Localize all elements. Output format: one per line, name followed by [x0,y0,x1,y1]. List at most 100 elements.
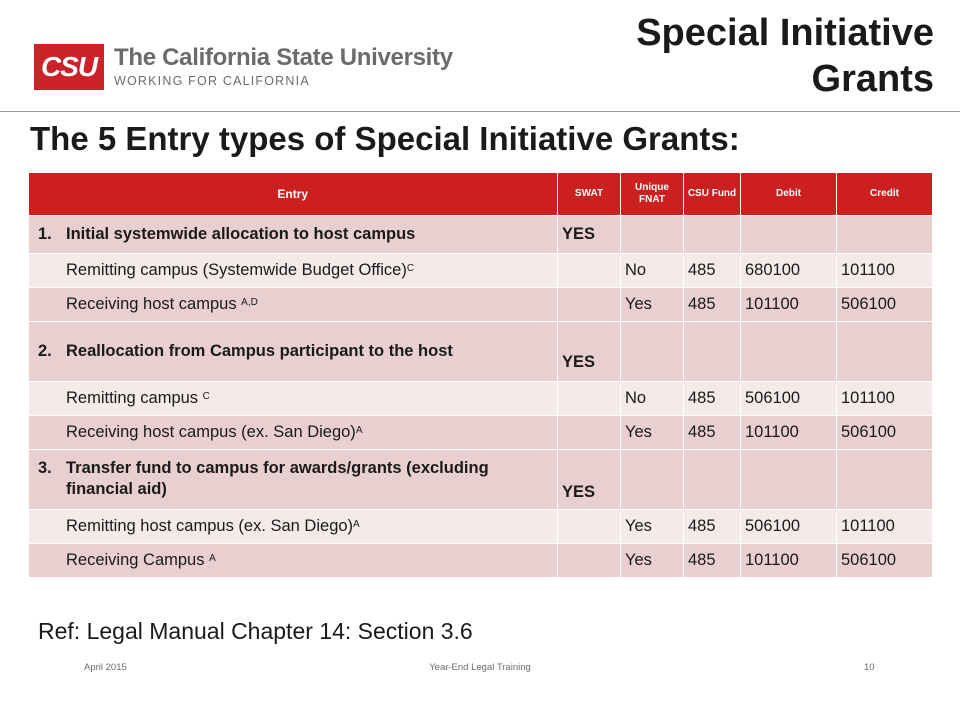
cell-unique-fnat [620,320,684,382]
table-row: Remitting campus (Systemwide Budget Offi… [28,252,933,288]
entry-text: Remitting host campus (ex. San Diego) [66,516,354,535]
cell-unique-fnat: Yes [620,508,684,544]
csu-logo: CSU The California State University WORK… [34,44,453,90]
header-entry: Entry [28,173,558,215]
cell-unique-fnat: Yes [620,286,684,322]
entry-text: Receiving Campus [66,550,210,569]
cell-swat: YES [557,320,621,382]
cell-csu-fund: 485 [683,508,741,544]
header-credit: Credit [836,173,933,215]
cell-unique-fnat: No [620,380,684,416]
entry-footnote: C [406,262,415,274]
header-swat: SWAT [557,173,621,215]
table-row: Remitting campus C No 485 506100 101100 [28,380,933,416]
reference-note: Ref: Legal Manual Chapter 14: Section 3.… [38,618,473,644]
cell-debit [740,320,837,382]
entry-number: 2. [38,341,52,360]
cell-entry: Receiving Campus A [28,542,558,578]
entry-text: Receiving host campus [66,294,242,313]
cell-unique-fnat [620,214,684,254]
cell-entry: Receiving host campus A,D [28,286,558,322]
cell-csu-fund: 485 [683,414,741,450]
table-row: Receiving host campus (ex. San Diego)A Ye… [28,414,933,450]
cell-unique-fnat: Yes [620,414,684,450]
table-row: Receiving Campus A Yes 485 101100 506100 [28,542,933,578]
cell-entry: Remitting host campus (ex. San Diego)A [28,508,558,544]
entry-text: Initial systemwide allocation to host ca… [66,224,416,243]
csu-logo-text: The California State University WORKING … [114,45,453,89]
csu-logo-mark: CSU [34,44,104,90]
entry-text: Reallocation from Campus participant to … [66,341,453,360]
cell-csu-fund [683,320,741,382]
slide-heading: The 5 Entry types of Special Initiative … [30,120,740,157]
cell-debit: 680100 [740,252,837,288]
cell-swat: YES [557,214,621,254]
table-section-row: 3. Transfer fund to campus for awards/gra… [28,448,933,510]
cell-credit [836,320,933,382]
cell-debit: 506100 [740,508,837,544]
table-header-row: Entry SWAT Unique FNAT CSU Fund Debit Cr… [28,173,933,215]
cell-swat [557,414,621,450]
cell-swat [557,380,621,416]
cell-credit [836,214,933,254]
footer-title: Year-End Legal Training [429,662,531,673]
cell-swat: YES [557,448,621,510]
entry-text: Transfer fund to campus for awards/grant… [66,459,489,498]
entry-footnote: A,D [241,296,258,308]
cell-swat [557,508,621,544]
footer-page-number: 10 [864,662,875,673]
cell-entry: Remitting campus C [28,380,558,416]
entry-text: Remitting campus (Systemwide Budget Offi… [66,260,407,279]
cell-csu-fund: 485 [683,252,741,288]
cell-credit: 101100 [836,252,933,288]
entry-types-table: Entry SWAT Unique FNAT CSU Fund Debit Cr… [28,173,933,578]
logo-university-name: The California State University [114,44,453,71]
table-section-row: 2. Reallocation from Campus participant t… [28,320,933,382]
cell-entry: 1. Initial systemwide allocation to host … [28,214,558,254]
cell-entry: 3. Transfer fund to campus for awards/gra… [28,448,558,510]
title-divider [0,111,960,112]
entry-footnote: C [202,390,210,402]
cell-debit [740,448,837,510]
slide-title: Special Initiative Grants [636,12,934,100]
cell-swat [557,252,621,288]
header-csu-fund: CSU Fund [683,173,741,215]
cell-csu-fund: 485 [683,286,741,322]
cell-csu-fund: 485 [683,542,741,578]
cell-entry: Remitting campus (Systemwide Budget Offi… [28,252,558,288]
cell-csu-fund: 485 [683,380,741,416]
entry-footnote: A [209,552,216,564]
cell-credit: 101100 [836,508,933,544]
cell-entry: Receiving host campus (ex. San Diego)A [28,414,558,450]
cell-unique-fnat: No [620,252,684,288]
cell-credit: 101100 [836,380,933,416]
entry-footnote: A [353,518,360,530]
table-row: Receiving host campus A,D Yes 485 101100 506… [28,286,933,322]
cell-csu-fund [683,214,741,254]
header-unique-fnat: Unique FNAT [620,173,684,215]
cell-debit: 101100 [740,414,837,450]
footer-date: April 2015 [84,662,127,673]
entry-number: 3. [38,459,52,477]
cell-debit: 101100 [740,286,837,322]
entry-text: Receiving host campus (ex. San Diego) [66,422,356,441]
cell-entry: 2. Reallocation from Campus participant t… [28,320,558,382]
cell-credit: 506100 [836,542,933,578]
cell-credit [836,448,933,510]
cell-swat [557,286,621,322]
cell-swat [557,542,621,578]
entry-text: Remitting campus [66,388,203,407]
cell-unique-fnat: Yes [620,542,684,578]
cell-csu-fund [683,448,741,510]
header-debit: Debit [740,173,837,215]
cell-debit: 101100 [740,542,837,578]
cell-debit: 506100 [740,380,837,416]
table-row: Remitting host campus (ex. San Diego)A Ye… [28,508,933,544]
cell-debit [740,214,837,254]
table-section-row: 1. Initial systemwide allocation to host … [28,214,933,254]
entry-footnote: A [355,424,363,436]
cell-credit: 506100 [836,414,933,450]
cell-credit: 506100 [836,286,933,322]
logo-tagline: WORKING FOR CALIFORNIA [114,74,310,88]
cell-unique-fnat [620,448,684,510]
